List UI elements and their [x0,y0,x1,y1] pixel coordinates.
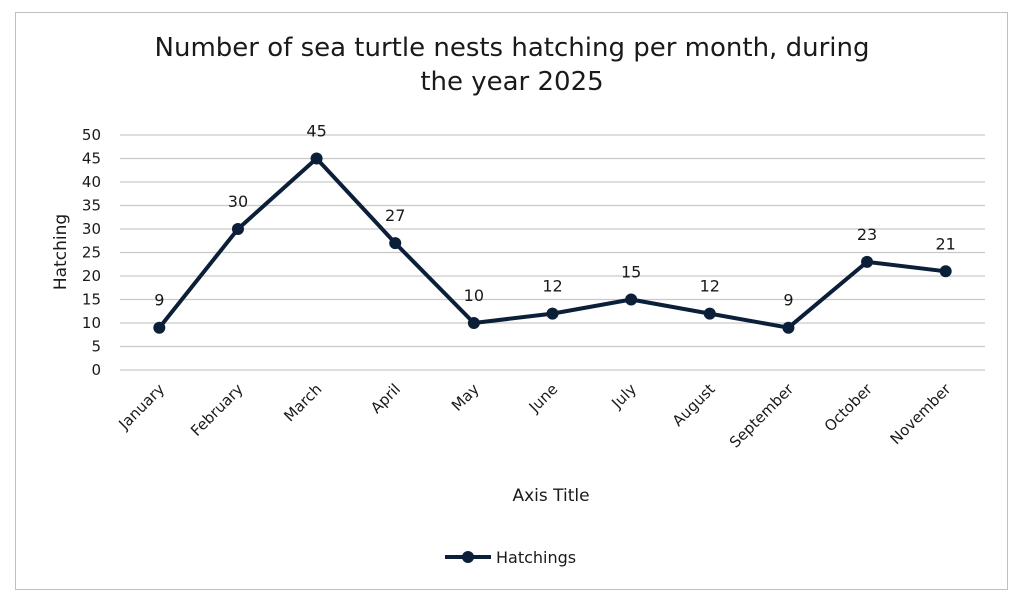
y-axis-ticks: 0 5 10 15 20 25 30 35 40 45 50 [82,126,101,379]
x-tick-label: July [607,380,640,413]
data-label: 12 [700,277,720,296]
series-hatchings [153,152,952,334]
data-point [703,307,716,320]
data-label: 12 [542,277,562,296]
data-label: 15 [621,263,641,282]
y-tick-label: 15 [82,291,101,309]
x-tick-label: November [887,380,955,448]
data-label: 23 [857,225,877,244]
legend-label: Hatchings [496,548,576,567]
data-label: 21 [936,234,956,253]
data-label: 45 [306,122,326,141]
y-tick-label: 25 [82,244,101,262]
chart-title-line-1: Number of sea turtle nests hatching per … [154,33,870,63]
y-tick-label: 5 [91,338,101,356]
data-label: 9 [783,291,793,310]
x-tick-label: April [367,380,404,417]
y-axis-title: Hatching [51,214,71,290]
data-label: 10 [464,286,484,305]
y-tick-label: 35 [82,197,101,215]
data-label: 30 [228,192,248,211]
data-label: 9 [154,291,164,310]
data-point [861,255,874,268]
y-tick-label: 20 [82,267,101,285]
x-tick-label: June [525,380,562,417]
y-tick-label: 10 [82,314,101,332]
data-point [625,293,638,306]
y-tick-label: 50 [82,126,101,144]
chart-title: Number of sea turtle nests hatching per … [0,32,1024,100]
x-axis-ticks: January February March April May June July Augu… [114,380,955,452]
x-tick-label: May [448,380,483,415]
data-point [310,152,323,165]
data-label: 27 [385,206,405,225]
data-point [389,237,402,250]
y-tick-label: 45 [82,150,101,168]
data-point [939,265,952,278]
x-axis-title: Axis Title [512,486,589,506]
data-point [546,307,559,320]
x-tick-label: March [280,380,325,425]
y-tick-label: 30 [82,220,101,238]
data-point [153,321,166,334]
data-point [231,223,244,235]
x-tick-label: September [726,380,798,452]
x-tick-label: February [187,380,247,440]
data-labels: 9 30 45 27 10 12 15 12 9 23 21 [154,122,956,310]
x-tick-label: January [114,380,168,434]
chart-title-line-2: the year 2025 [420,66,604,97]
legend: Hatchings [445,548,576,567]
y-tick-label: 40 [82,173,101,191]
y-tick-label: 0 [91,361,101,379]
data-point [782,321,795,334]
gridlines [120,134,985,371]
series-line [157,156,946,330]
x-tick-label: October [821,380,877,436]
x-tick-label: August [669,380,719,430]
legend-swatch-marker [462,551,474,563]
data-point [467,317,480,329]
